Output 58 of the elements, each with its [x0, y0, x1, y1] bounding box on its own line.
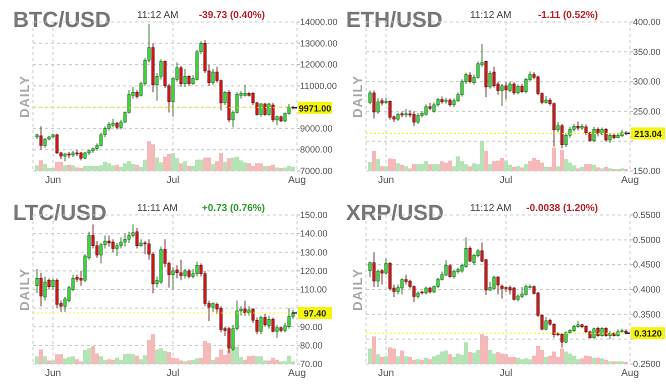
text: +0.73 (0.76%)	[202, 203, 265, 214]
x-tick-label: Aug	[288, 368, 306, 379]
chart-title: LTC/USD	[13, 200, 107, 225]
y-axis-title: DAILY	[350, 268, 365, 311]
y-tick-label: 250.00	[633, 106, 661, 116]
text: -0.0038 (1.20%)	[526, 203, 598, 214]
text: 11:12 AM	[470, 10, 512, 21]
x-tick-label: Jun	[378, 175, 394, 186]
y-tick-label: 70.00	[300, 359, 323, 369]
x-tick-label: Jul	[500, 368, 512, 379]
y-tick-label: 0.4000	[633, 284, 661, 294]
y-tick-label: 130.00	[300, 247, 328, 258]
ref-line-label: 213.04	[634, 128, 662, 139]
x-tick-label: Jul	[166, 175, 180, 186]
y-tick-label: 13000.00	[300, 38, 338, 48]
x-tick-label: Jul	[500, 175, 512, 186]
y-tick-label: 14000.00	[300, 17, 338, 27]
y-tick-label: 140.00	[300, 228, 328, 239]
y-tick-label: 0.5500	[633, 210, 661, 220]
y-tick-label: 350.00	[633, 46, 661, 57]
y-tick-label: 0.2500	[633, 359, 661, 369]
y-axis-title: DAILY	[17, 268, 32, 311]
y-tick-label: 150.00	[633, 166, 661, 176]
y-tick-label: 90.00	[300, 322, 323, 332]
y-tick-label: 7000.00	[300, 166, 333, 176]
x-tick-label: Aug	[621, 368, 639, 379]
ref-line-label: 97.40	[304, 308, 326, 318]
text: 11:12 AM	[137, 10, 179, 21]
y-tick-label: 9000.00	[300, 123, 333, 134]
y-tick-label: 110.00	[300, 284, 327, 294]
y-tick-label: 11000.00	[300, 80, 337, 91]
y-tick-label: 8000.00	[300, 144, 333, 155]
x-tick-label: Jun	[44, 368, 62, 379]
text: 11:11 AM	[137, 203, 178, 214]
ref-line-label: 9971.00	[298, 103, 332, 114]
y-tick-label: 80.00	[300, 340, 323, 350]
y-axis-title: DAILY	[350, 75, 365, 118]
y-tick-label: 12000.00	[300, 60, 338, 70]
y-tick-label: 0.4500	[633, 260, 661, 270]
y-tick-label: 0.3500	[633, 309, 661, 320]
text: -39.73 (0.40%)	[198, 10, 265, 21]
y-tick-label: 0.5000	[633, 234, 661, 245]
ref-line-label: 0.3120	[634, 328, 662, 339]
y-tick-label: 120.00	[300, 266, 328, 276]
text: 11:12 AM	[470, 203, 512, 214]
chart-title: XRP/USD	[346, 200, 444, 225]
x-tick-label: Aug	[288, 175, 306, 186]
y-tick-label: 150.00	[300, 210, 328, 220]
y-tick-label: 300.00	[633, 76, 661, 87]
x-tick-label: Jun	[44, 175, 62, 186]
text: -1.11 (0.52%)	[538, 10, 598, 21]
y-tick-label: 400.00	[633, 17, 661, 27]
x-tick-label: Jul	[166, 368, 180, 379]
x-tick-label: Aug	[621, 175, 639, 186]
chart-title: ETH/USD	[346, 7, 443, 32]
x-tick-label: Jun	[378, 368, 394, 379]
chart-title: BTC/USD	[13, 7, 111, 32]
y-axis-title: DAILY	[17, 75, 32, 118]
